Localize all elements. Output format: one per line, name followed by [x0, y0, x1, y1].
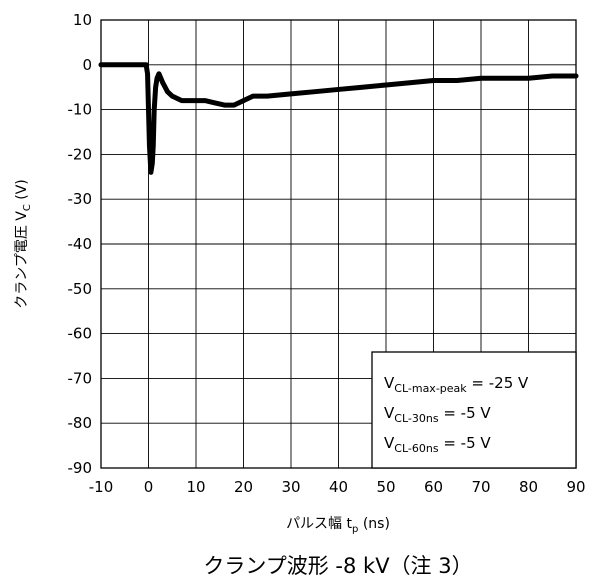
series-point [203, 98, 208, 103]
x-tick-label: 40 [329, 478, 348, 496]
x-tick-label: 50 [376, 478, 395, 496]
x-tick-label: 20 [234, 478, 253, 496]
series-point [148, 170, 154, 175]
y-tick-label: -10 [68, 101, 93, 119]
x-tick-label: 90 [566, 478, 585, 496]
series-point [165, 89, 170, 94]
x-tick-label: 80 [519, 478, 538, 496]
series-point [383, 82, 389, 88]
series-point [222, 102, 227, 108]
series-point [153, 85, 158, 90]
series-point [127, 62, 132, 67]
series-point [336, 87, 341, 92]
x-axis-title: パルス幅 tp (ns) [286, 516, 390, 535]
series-point [151, 143, 156, 148]
y-axis-title: クランプ電圧 VC (V) [14, 179, 33, 309]
x-tick-label: 60 [424, 478, 443, 496]
series-point [312, 89, 317, 94]
series-point [193, 98, 199, 103]
series-point [288, 91, 294, 97]
series-layer [98, 62, 579, 175]
series-point [179, 98, 184, 103]
series-point [502, 76, 507, 81]
series-line [98, 62, 579, 175]
series-point [431, 78, 436, 83]
series-point [108, 62, 113, 67]
series-point [360, 85, 365, 90]
x-tick-label: 0 [144, 478, 154, 496]
series-point [170, 93, 175, 99]
series-point [162, 85, 168, 90]
series-point [550, 73, 555, 79]
series-point [147, 143, 152, 148]
series-point [160, 80, 165, 85]
series-point [156, 71, 162, 76]
series-point [526, 76, 531, 81]
series-point [154, 76, 160, 81]
series-point [117, 62, 123, 67]
y-tick-label: 10 [73, 11, 92, 29]
annotation-line-60ns: VCL-60ns = -5 V [384, 434, 491, 455]
y-tick-label: -50 [68, 280, 93, 298]
y-tick-labels: 10 0 -10 -20 -30 -40 -50 -60 -70 -80 -90 [68, 11, 93, 477]
series-point [250, 93, 256, 99]
series-point [136, 62, 142, 67]
annotation-line-peak: VCL-max-peak = -25 V [384, 374, 529, 395]
series-point [152, 107, 157, 112]
y-tick-label: -60 [68, 325, 93, 343]
series-point [231, 102, 237, 108]
y-tick-label: -80 [68, 414, 93, 432]
x-tick-label: 10 [186, 478, 205, 496]
y-tick-label: -20 [68, 145, 93, 163]
y-tick-label: -90 [68, 459, 93, 477]
plot-frame [100, 19, 577, 469]
y-tick-label: 0 [82, 56, 92, 74]
x-tick-label: -10 [89, 478, 114, 496]
series-point [455, 78, 460, 83]
series-point [184, 98, 189, 103]
y-tick-label: -30 [68, 190, 93, 208]
series-point [478, 76, 484, 81]
x-tick-label: 30 [281, 478, 300, 496]
x-tick-label: 70 [471, 478, 490, 496]
series-point [241, 98, 246, 103]
chart-caption: クランプ波形 -8 kV（注 3） [203, 554, 472, 578]
series-point [146, 107, 151, 112]
series-point [158, 76, 164, 81]
series-point [143, 62, 149, 67]
annotation-box: VCL-max-peak = -25 V VCL-30ns = -5 V VCL… [371, 351, 577, 469]
series-point [145, 71, 150, 76]
y-tick-label: -70 [68, 369, 93, 387]
annotation-line-30ns: VCL-30ns = -5 V [384, 404, 491, 425]
series-point [150, 161, 155, 166]
y-tick-label: -40 [68, 235, 93, 253]
annotation-frame [371, 351, 577, 469]
series-point [174, 96, 180, 101]
series-point [407, 80, 412, 85]
series-point [265, 93, 270, 99]
series-point [212, 100, 218, 106]
x-tick-labels: -10 0 10 20 30 40 50 60 70 80 90 [89, 478, 586, 496]
